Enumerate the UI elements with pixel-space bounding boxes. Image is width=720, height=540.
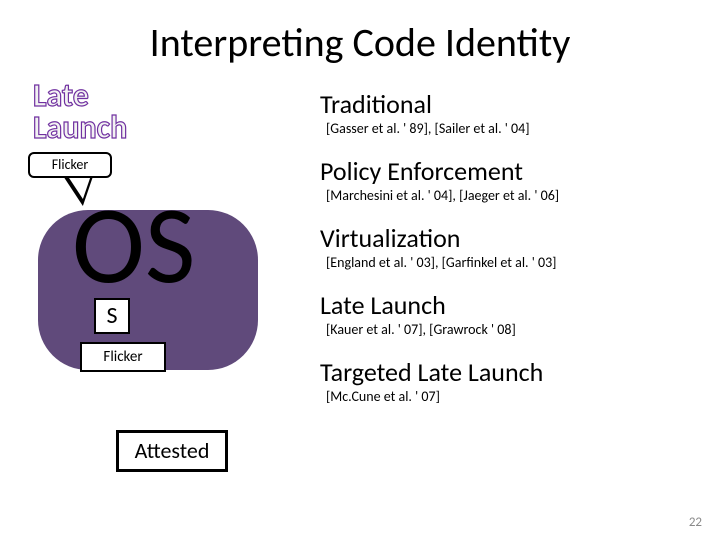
section-heading: Virtualization	[320, 222, 690, 254]
section-heading: Traditional	[320, 88, 690, 120]
flicker-callout: Flicker	[28, 152, 112, 178]
os-text: OS	[72, 190, 195, 300]
flicker-box: Flicker	[80, 342, 166, 372]
section-cite: [Kauer et al. ' 07], [Grawrock ' 08]	[326, 321, 690, 338]
late-launch-line2: Launch	[33, 108, 127, 147]
section-heading: Targeted Late Launch	[320, 356, 690, 388]
page-number: 22	[689, 515, 702, 530]
sections-list: Traditional [Gasser et al. ' 89], [Saile…	[320, 82, 690, 405]
attested-box: Attested	[116, 430, 228, 472]
section-cite: [Mc.Cune et al. ' 07]	[326, 388, 690, 405]
s-box: S	[94, 298, 130, 334]
section-cite: [Gasser et al. ' 89], [Sailer et al. ' 0…	[326, 120, 690, 137]
section-cite: [England et al. ' 03], [Garfinkel et al.…	[326, 254, 690, 271]
section-cite: [Marchesini et al. ' 04], [Jaeger et al.…	[326, 187, 690, 204]
diagram-left: Late Launch Flicker OS S Flicker Atteste…	[38, 80, 288, 510]
late-launch-label: Late Launch	[33, 80, 127, 144]
section-heading: Policy Enforcement	[320, 155, 690, 187]
slide-title: Interpreting Code Identity	[0, 18, 720, 67]
section-heading: Late Launch	[320, 289, 690, 321]
